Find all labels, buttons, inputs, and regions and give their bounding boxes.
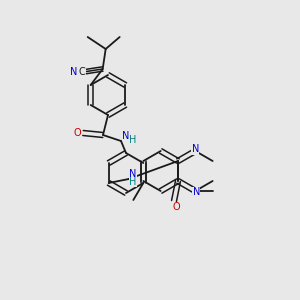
- Text: C: C: [78, 67, 85, 77]
- Text: N: N: [70, 67, 77, 77]
- Text: N: N: [192, 145, 199, 154]
- Text: H: H: [129, 135, 137, 145]
- Text: N: N: [193, 187, 200, 197]
- Text: O: O: [73, 128, 81, 138]
- Text: N: N: [122, 131, 130, 141]
- Text: O: O: [172, 202, 180, 212]
- Text: H: H: [129, 177, 136, 187]
- Text: N: N: [129, 169, 136, 179]
